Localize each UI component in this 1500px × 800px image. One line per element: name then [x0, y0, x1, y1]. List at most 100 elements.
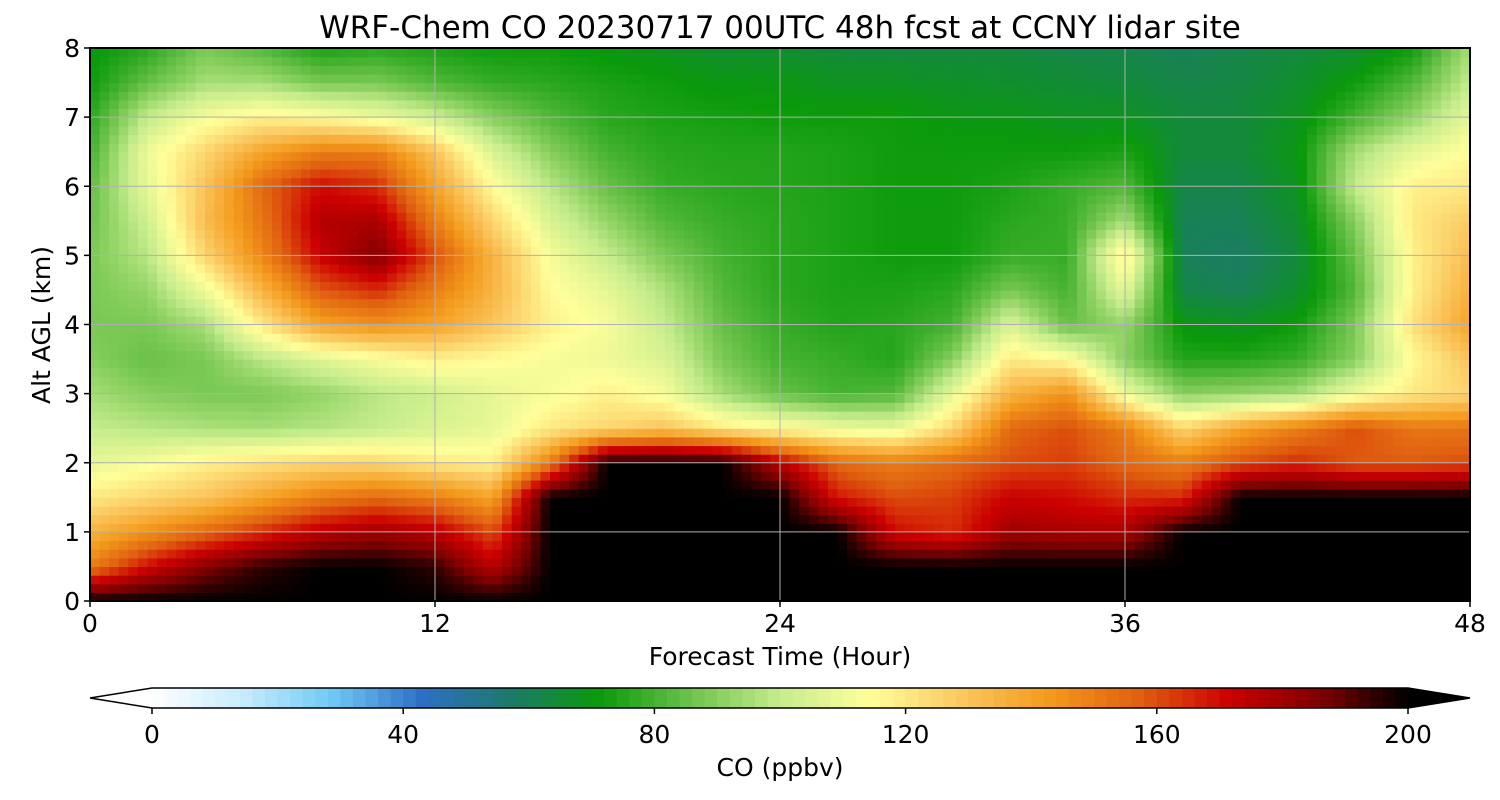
heatmap-cell — [415, 315, 427, 326]
heatmap-cell — [1287, 315, 1299, 326]
heatmap-cell — [799, 575, 810, 585]
heatmap-cell — [1086, 410, 1097, 421]
heatmap-cell — [454, 445, 465, 455]
heatmap-cell — [1345, 531, 1356, 542]
heatmap-cell — [415, 445, 427, 455]
heatmap-cell — [866, 462, 877, 472]
heatmap-cell — [1192, 341, 1203, 352]
heatmap-cell — [1172, 531, 1184, 542]
heatmap-cell — [214, 592, 225, 601]
heatmap-cell — [636, 480, 647, 490]
heatmap-cell — [971, 488, 982, 498]
heatmap-cell — [415, 324, 427, 334]
heatmap-cell — [482, 583, 494, 593]
heatmap-cell — [176, 419, 187, 429]
heatmap-cell — [1220, 566, 1232, 576]
heatmap-cell — [185, 583, 197, 593]
heatmap-cell — [1335, 333, 1347, 343]
heatmap-cell — [1057, 445, 1069, 455]
heatmap-cell — [1422, 419, 1433, 429]
heatmap-cell — [1230, 333, 1241, 343]
heatmap-cell — [760, 367, 772, 377]
heatmap-cell — [933, 505, 944, 516]
heatmap-cell — [1316, 531, 1327, 542]
heatmap-cell — [1249, 531, 1260, 542]
heatmap-cell — [904, 324, 915, 334]
heatmap-cell — [895, 359, 906, 369]
heatmap-cell — [1412, 402, 1423, 412]
heatmap-cell — [1307, 436, 1318, 447]
heatmap-cell — [799, 497, 810, 507]
heatmap-cell — [904, 436, 915, 447]
heatmap-cell — [1268, 505, 1279, 516]
heatmap-cell — [137, 359, 149, 369]
heatmap-cell — [137, 384, 149, 395]
heatmap-cell — [166, 497, 177, 507]
heatmap-cell — [732, 454, 743, 464]
heatmap-cell — [1364, 393, 1375, 403]
heatmap-cell — [1364, 445, 1375, 455]
heatmap-cell — [310, 384, 321, 395]
heatmap-cell — [1134, 445, 1145, 455]
heatmap-cell — [1125, 341, 1136, 352]
heatmap-cell — [1249, 419, 1260, 429]
heatmap-cell — [1182, 488, 1193, 498]
heatmap-cell — [684, 436, 695, 447]
heatmap-cell — [1086, 454, 1097, 464]
heatmap-cell — [1048, 523, 1059, 533]
heatmap-cell — [291, 514, 302, 524]
heatmap-cell — [789, 566, 800, 576]
heatmap-cell — [1019, 393, 1030, 403]
heatmap-cell — [770, 298, 781, 308]
heatmap-cell — [109, 523, 120, 533]
heatmap-cell — [387, 566, 398, 576]
heatmap-cell — [808, 454, 819, 464]
heatmap-cell — [1374, 471, 1385, 481]
heatmap-cell — [1048, 307, 1059, 317]
heatmap-cell — [856, 540, 867, 550]
heatmap-cell — [827, 341, 839, 352]
heatmap-cell — [712, 471, 724, 481]
heatmap-cell — [1402, 549, 1414, 559]
heatmap-cell — [1460, 315, 1470, 326]
heatmap-cell — [348, 315, 359, 326]
heatmap-cell — [1374, 410, 1385, 421]
heatmap-cell — [530, 315, 542, 326]
heatmap-cell — [1230, 436, 1241, 447]
heatmap-cell — [875, 454, 887, 464]
heatmap-cell — [1077, 514, 1088, 524]
heatmap-cell — [789, 428, 800, 438]
heatmap-cell — [300, 480, 312, 490]
heatmap-cell — [578, 583, 589, 593]
heatmap-cell — [866, 315, 877, 326]
heatmap-cell — [300, 350, 312, 360]
heatmap-cell — [933, 583, 944, 593]
heatmap-cell — [99, 341, 110, 352]
heatmap-cell — [205, 402, 216, 412]
heatmap-cell — [463, 549, 474, 559]
heatmap-cell — [1000, 359, 1011, 369]
heatmap-cell — [597, 402, 609, 412]
heatmap-cell — [837, 471, 848, 481]
heatmap-cell — [1460, 341, 1470, 352]
heatmap-cell — [367, 566, 379, 576]
heatmap-cell — [137, 549, 149, 559]
heatmap-cell — [233, 497, 244, 507]
heatmap-cell — [665, 436, 676, 447]
heatmap-cell — [674, 462, 685, 472]
heatmap-cell — [1355, 324, 1366, 334]
heatmap-cell — [942, 298, 954, 308]
heatmap-cell — [367, 298, 379, 308]
heatmap-cell — [482, 454, 494, 464]
heatmap-cell — [1268, 410, 1279, 421]
heatmap-cell — [435, 497, 446, 507]
heatmap-cell — [674, 341, 685, 352]
heatmap-cell — [90, 359, 101, 369]
heatmap-cell — [780, 575, 791, 585]
heatmap-cell — [1326, 367, 1337, 377]
heatmap-cell — [1201, 393, 1212, 403]
heatmap-cell — [329, 445, 340, 455]
heatmap-cell — [799, 402, 810, 412]
heatmap-cell — [1450, 359, 1462, 369]
heatmap-cell — [1297, 367, 1308, 377]
